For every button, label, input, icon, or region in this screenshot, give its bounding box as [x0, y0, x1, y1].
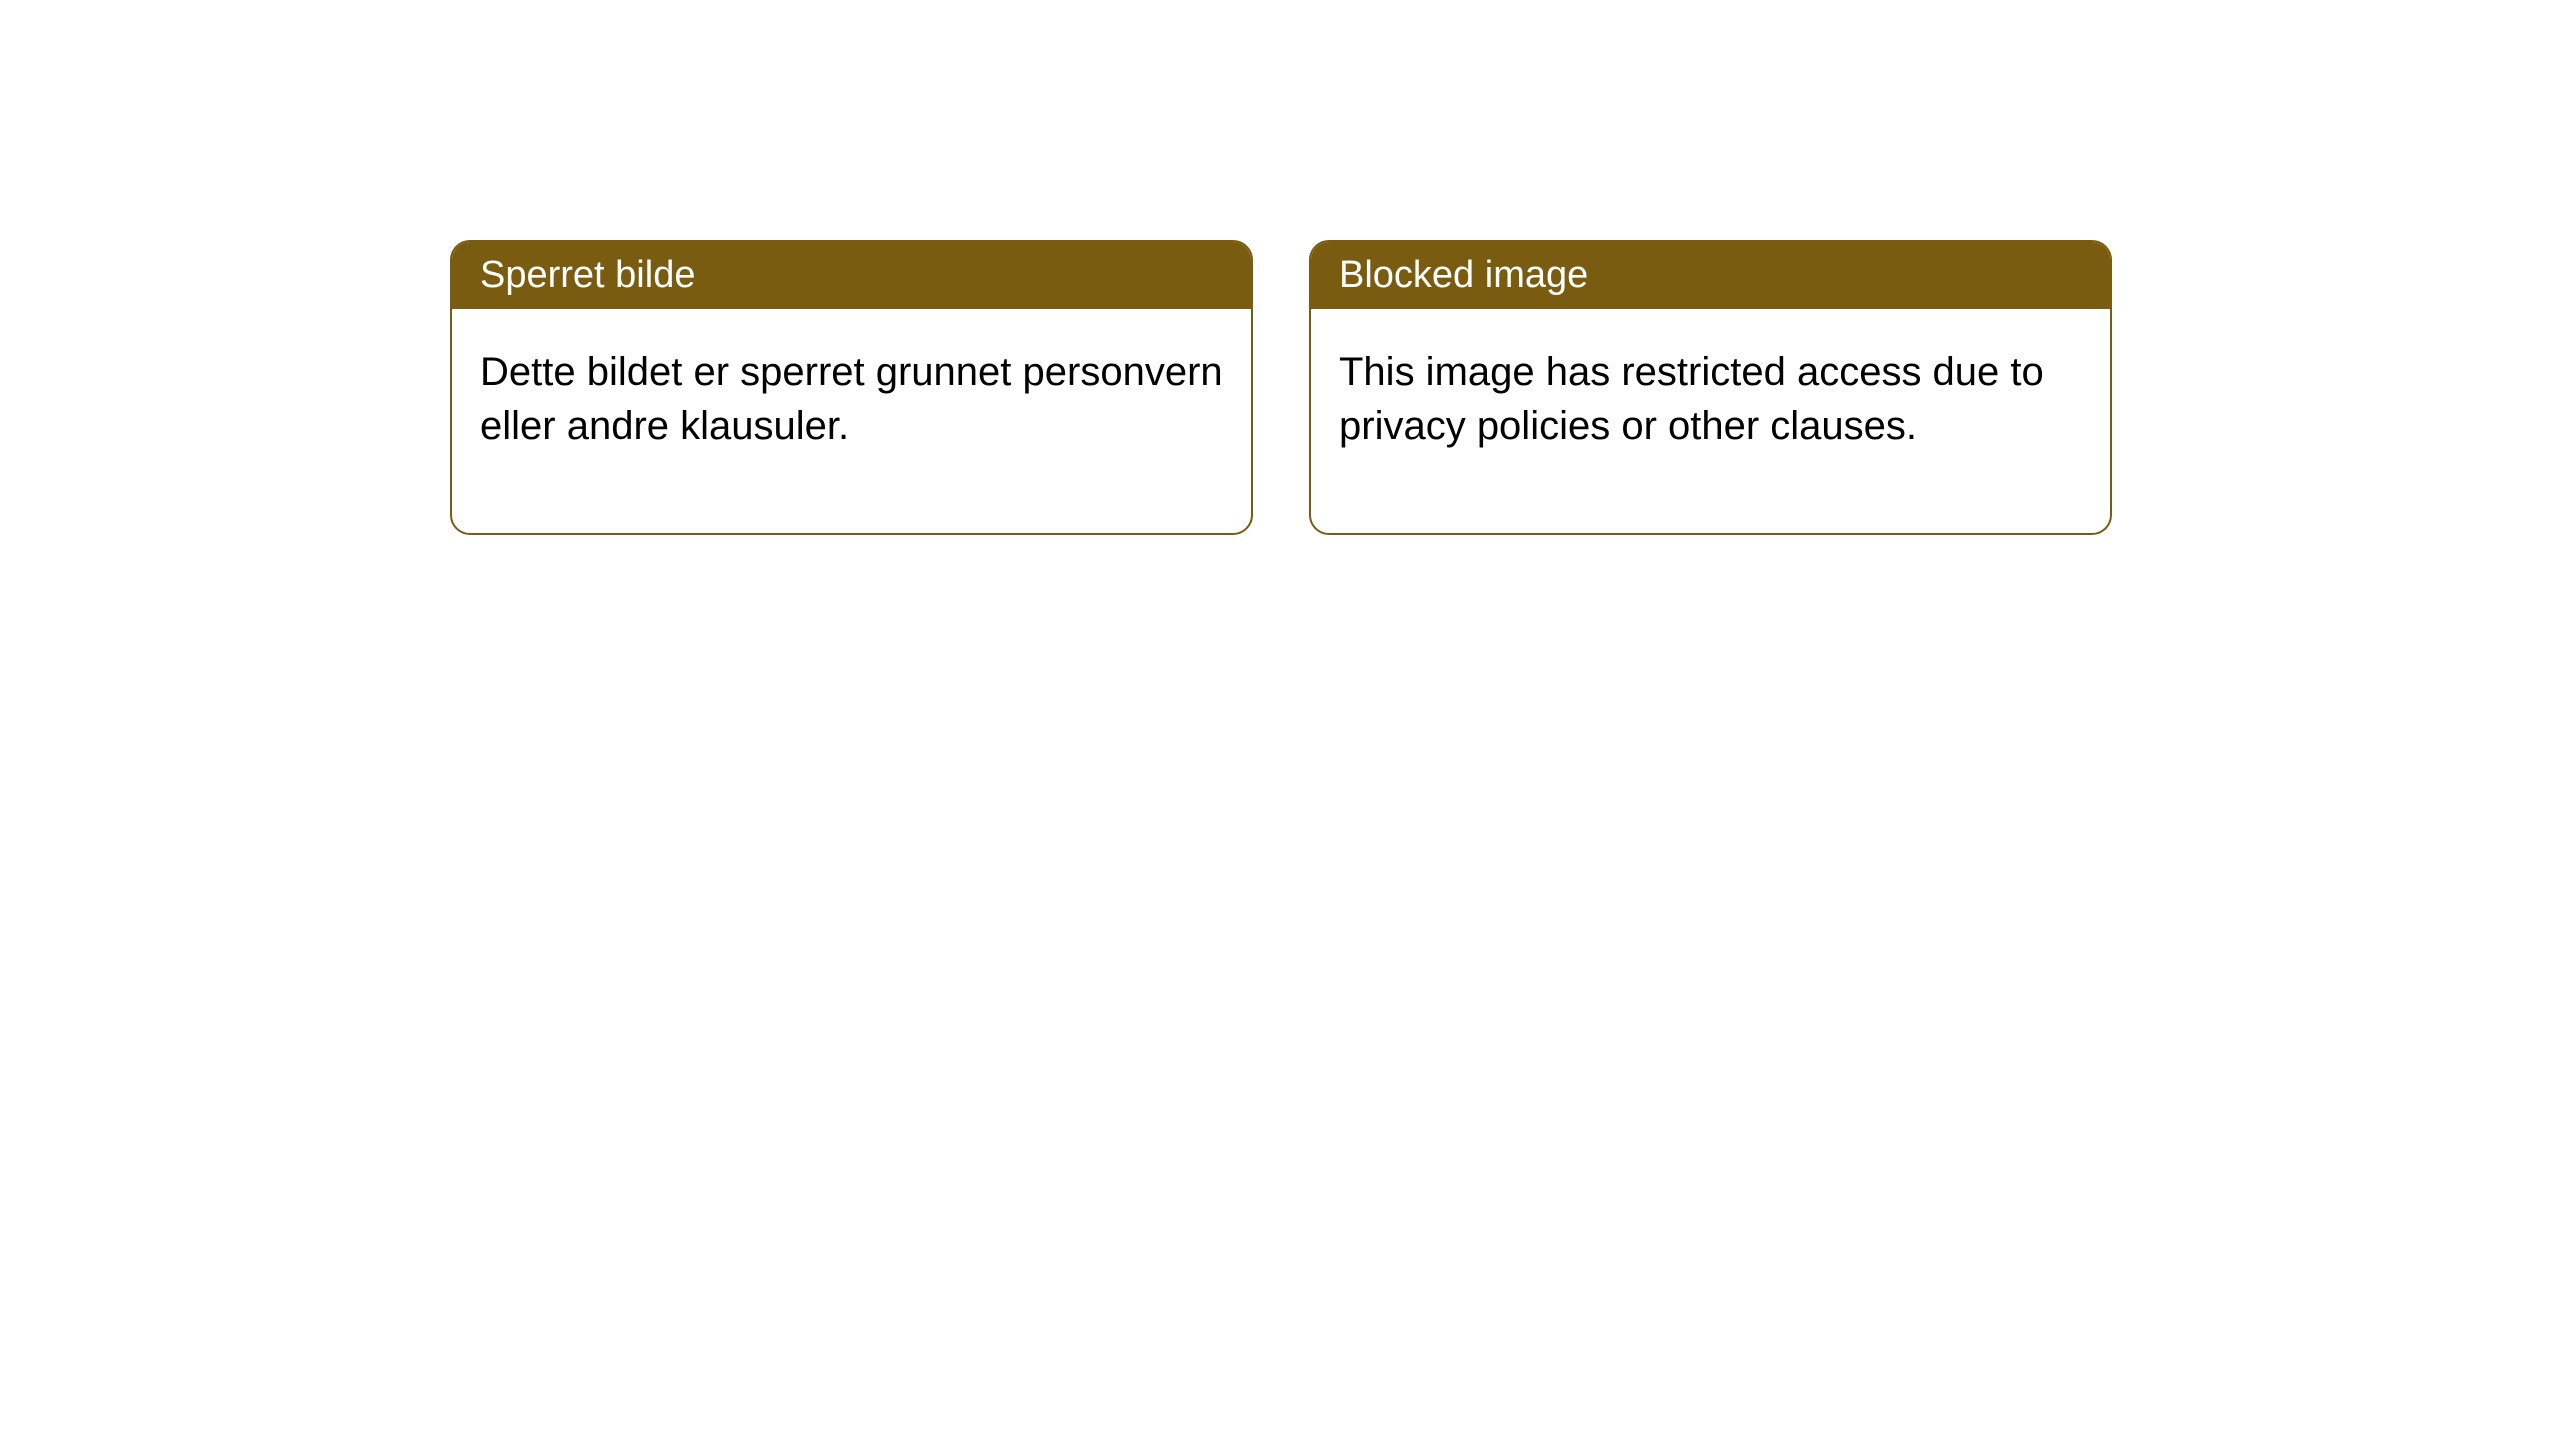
card-text-norwegian: Dette bildet er sperret grunnet personve…: [480, 350, 1223, 448]
card-header-norwegian: Sperret bilde: [452, 242, 1251, 309]
card-title-english: Blocked image: [1339, 254, 1588, 296]
card-english: Blocked image This image has restricted …: [1309, 240, 2112, 535]
card-body-english: This image has restricted access due to …: [1311, 309, 2110, 533]
card-container: Sperret bilde Dette bildet er sperret gr…: [0, 0, 2560, 535]
card-text-english: This image has restricted access due to …: [1339, 350, 2044, 448]
card-norwegian: Sperret bilde Dette bildet er sperret gr…: [450, 240, 1253, 535]
card-header-english: Blocked image: [1311, 242, 2110, 309]
card-title-norwegian: Sperret bilde: [480, 254, 695, 296]
card-body-norwegian: Dette bildet er sperret grunnet personve…: [452, 309, 1251, 533]
